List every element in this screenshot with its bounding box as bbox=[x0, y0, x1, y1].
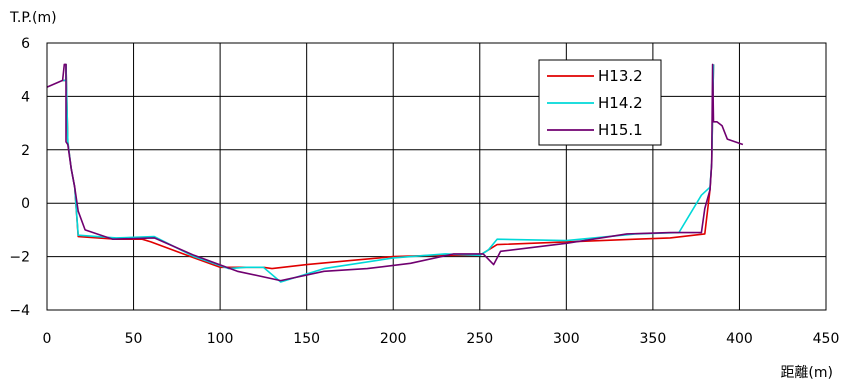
x-tick-label: 100 bbox=[207, 331, 234, 347]
y-tick-labels: 6 4 2 0 −2 −4 bbox=[9, 36, 30, 319]
y-tick-label: 2 bbox=[21, 143, 30, 159]
y-tick-label: 0 bbox=[21, 196, 30, 212]
y-axis-label: T.P.(m) bbox=[9, 10, 57, 26]
x-tick-label: 0 bbox=[43, 331, 52, 347]
x-tick-label: 400 bbox=[726, 331, 753, 347]
y-tick-label: 6 bbox=[21, 36, 30, 52]
x-axis-label: 距離(m) bbox=[780, 364, 833, 381]
x-tick-label: 200 bbox=[380, 331, 407, 347]
plot-frame bbox=[46, 42, 827, 311]
legend-label: H15.1 bbox=[598, 121, 643, 139]
x-tick-label: 50 bbox=[125, 331, 143, 347]
legend-label: H14.2 bbox=[598, 94, 643, 112]
x-tick-label: 350 bbox=[640, 331, 667, 347]
series-layer bbox=[47, 63, 744, 283]
x-tick-label: 250 bbox=[466, 331, 493, 347]
y-tick-label: −4 bbox=[9, 303, 30, 319]
y-tick-label: −2 bbox=[9, 250, 30, 266]
y-tick-label: 4 bbox=[21, 89, 30, 105]
grid bbox=[46, 42, 827, 311]
legend-label: H13.2 bbox=[598, 67, 643, 85]
x-tick-label: 450 bbox=[813, 331, 840, 347]
x-tick-labels: 0 50 100 150 200 250 300 350 400 450 bbox=[43, 331, 840, 347]
series-line-h15-1 bbox=[47, 63, 744, 282]
x-tick-label: 300 bbox=[553, 331, 580, 347]
legend: H13.2 H14.2 H15.1 bbox=[538, 59, 662, 146]
x-tick-label: 150 bbox=[293, 331, 320, 347]
